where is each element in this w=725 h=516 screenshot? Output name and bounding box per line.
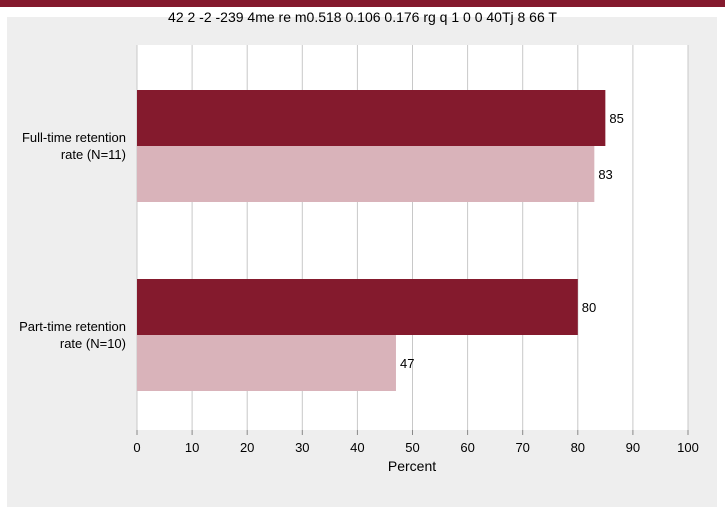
x-tick-label: 10 (185, 440, 199, 455)
x-axis-title: Percent (388, 458, 436, 474)
x-tick-label: 90 (626, 440, 640, 455)
x-tick-label: 70 (515, 440, 529, 455)
x-axis-ticks: 0 10 20 30 40 50 60 70 80 90 100 (133, 430, 699, 455)
category-label: rate (N=11) (61, 147, 126, 162)
bar-value-label: 85 (609, 111, 623, 126)
bar (137, 90, 606, 146)
bar-value-label: 80 (582, 300, 596, 315)
category-label: rate (N=10) (60, 336, 126, 351)
bar-value-label: 83 (598, 167, 612, 182)
bar (137, 279, 578, 335)
category-label: Part-time retention (19, 319, 126, 334)
data-labels: 85 83 80 47 (400, 111, 624, 371)
bar-value-label: 47 (400, 356, 414, 371)
top-accent-bar (0, 0, 725, 7)
chart-title: 42 2 -2 -239 4me re m0.518 0.106 0.176 r… (168, 9, 557, 25)
y-axis-categories: Full-time retention rate (N=11) Part-time … (19, 130, 126, 351)
bars (137, 90, 606, 391)
x-tick-label: 100 (677, 440, 699, 455)
x-tick-label: 80 (571, 440, 585, 455)
x-tick-label: 30 (295, 440, 309, 455)
bar (137, 146, 595, 202)
bar (137, 335, 396, 391)
x-tick-label: 50 (405, 440, 419, 455)
x-tick-label: 20 (240, 440, 254, 455)
category-label: Full-time retention (22, 130, 126, 145)
x-tick-label: 60 (460, 440, 474, 455)
x-tick-label: 0 (133, 440, 140, 455)
x-tick-label: 40 (350, 440, 364, 455)
